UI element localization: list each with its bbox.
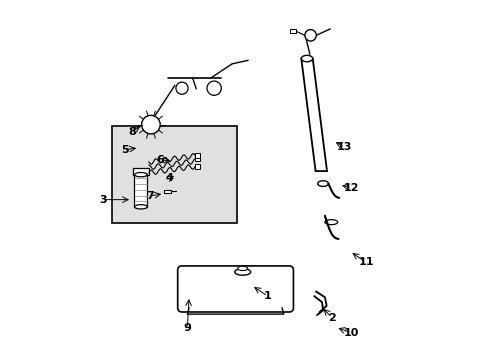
Text: 11: 11 (358, 257, 373, 267)
Circle shape (206, 81, 221, 95)
Bar (133, 168, 148, 175)
Circle shape (176, 82, 188, 94)
Text: 1: 1 (264, 291, 271, 301)
Bar (134, 175, 147, 207)
Bar (195, 164, 200, 169)
Text: 8: 8 (128, 127, 136, 137)
Text: 3: 3 (100, 195, 107, 204)
Ellipse shape (234, 269, 250, 275)
Text: 12: 12 (343, 183, 359, 193)
Bar (289, 29, 296, 33)
Ellipse shape (301, 55, 312, 62)
Ellipse shape (237, 266, 247, 271)
Text: 9: 9 (183, 323, 191, 333)
Circle shape (304, 30, 316, 41)
Text: 13: 13 (336, 142, 351, 152)
Text: 10: 10 (343, 328, 359, 338)
Text: 6: 6 (156, 156, 164, 165)
Circle shape (142, 115, 160, 134)
Text: 5: 5 (121, 145, 128, 155)
Text: 4: 4 (165, 173, 173, 183)
Bar (164, 190, 170, 193)
FancyBboxPatch shape (177, 266, 293, 312)
Bar (195, 153, 200, 158)
Bar (195, 156, 200, 161)
Ellipse shape (317, 181, 328, 186)
Ellipse shape (134, 204, 147, 209)
Text: 7: 7 (145, 191, 153, 201)
Ellipse shape (134, 172, 147, 177)
Text: 2: 2 (327, 312, 335, 323)
Polygon shape (301, 59, 326, 171)
Bar (112, 126, 237, 223)
